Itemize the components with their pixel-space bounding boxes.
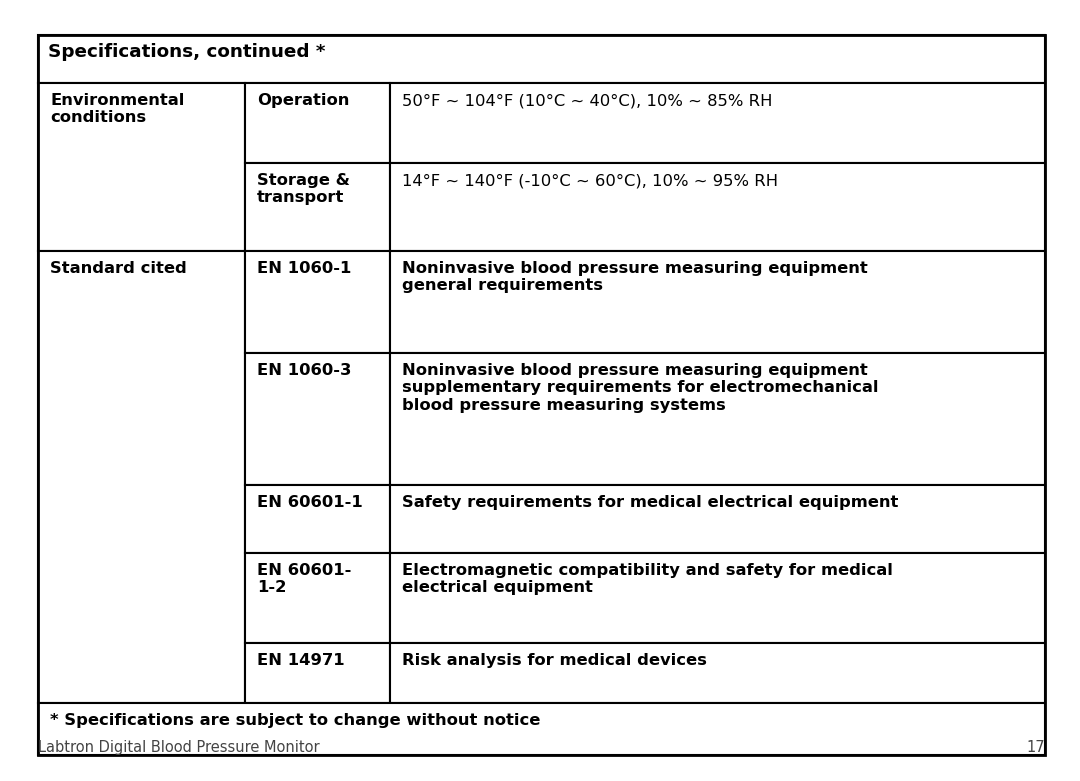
- Text: Labtron Digital Blood Pressure Monitor: Labtron Digital Blood Pressure Monitor: [38, 740, 320, 755]
- Text: EN 60601-1: EN 60601-1: [257, 495, 363, 510]
- Text: Storage &
transport: Storage & transport: [257, 173, 350, 205]
- Text: Standard cited: Standard cited: [50, 261, 187, 276]
- Text: 17: 17: [1026, 740, 1045, 755]
- Text: EN 1060-3: EN 1060-3: [257, 363, 351, 378]
- Text: Operation: Operation: [257, 93, 349, 108]
- Text: Electromagnetic compatibility and safety for medical
electrical equipment: Electromagnetic compatibility and safety…: [402, 563, 893, 595]
- Text: Risk analysis for medical devices: Risk analysis for medical devices: [402, 653, 707, 668]
- Text: Noninvasive blood pressure measuring equipment
supplementary requirements for el: Noninvasive blood pressure measuring equ…: [402, 363, 878, 413]
- Text: Safety requirements for medical electrical equipment: Safety requirements for medical electric…: [402, 495, 899, 510]
- Text: 50°F ~ 104°F (10°C ~ 40°C), 10% ~ 85% RH: 50°F ~ 104°F (10°C ~ 40°C), 10% ~ 85% RH: [402, 93, 772, 108]
- Text: EN 1060-1: EN 1060-1: [257, 261, 351, 276]
- Text: Noninvasive blood pressure measuring equipment
general requirements: Noninvasive blood pressure measuring equ…: [402, 261, 867, 294]
- Text: EN 14971: EN 14971: [257, 653, 345, 668]
- Text: Specifications, continued *: Specifications, continued *: [48, 43, 325, 61]
- Text: EN 60601-
1-2: EN 60601- 1-2: [257, 563, 351, 595]
- Text: Environmental
conditions: Environmental conditions: [50, 93, 185, 126]
- Text: 14°F ~ 140°F (-10°C ~ 60°C), 10% ~ 95% RH: 14°F ~ 140°F (-10°C ~ 60°C), 10% ~ 95% R…: [402, 173, 778, 188]
- Text: * Specifications are subject to change without notice: * Specifications are subject to change w…: [50, 713, 540, 728]
